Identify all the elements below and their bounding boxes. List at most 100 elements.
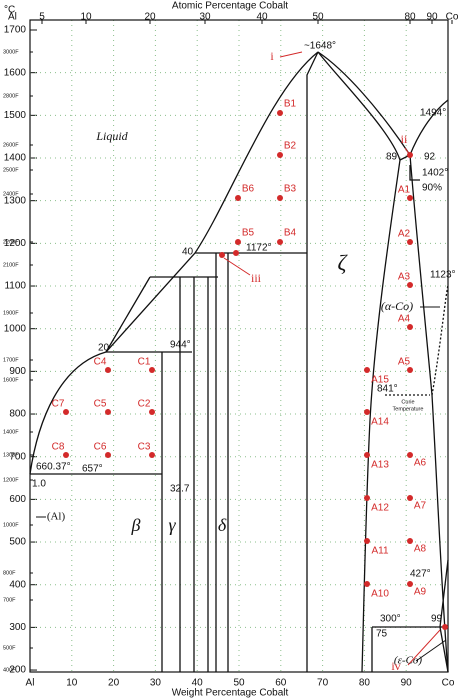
phase-label: (ε-Co): [394, 655, 422, 667]
composition-label: 92: [424, 152, 436, 163]
curie-label: Curie: [401, 399, 414, 405]
point-label: B6: [242, 184, 255, 195]
composition-label: 89: [386, 152, 398, 163]
point-label: C7: [52, 399, 65, 410]
f-tick-label: 1900F: [3, 310, 19, 316]
left-tick-label: 200: [9, 665, 26, 676]
temperature-label: 944°: [170, 340, 191, 351]
point-label: A12: [371, 503, 389, 514]
marker-dot: [233, 250, 239, 256]
point-label: B2: [284, 141, 297, 152]
marker-label: iii: [251, 271, 262, 285]
left-tick-label: 600: [9, 494, 26, 505]
point-label: C2: [138, 399, 151, 410]
f-tick-label: 3000F: [3, 49, 19, 55]
top-tick-label: 90: [426, 12, 438, 23]
bottom-tick-label: 80: [359, 678, 371, 689]
top-tick-label: 40: [256, 12, 268, 23]
point-label: C4: [94, 357, 107, 368]
top-tick-label: Co: [446, 12, 459, 23]
composition-label: 99: [431, 614, 443, 625]
top-tick-label: 80: [404, 12, 416, 23]
sample-point: [364, 581, 370, 587]
left-tick-label: 1700: [4, 25, 27, 36]
temperature-label: 1172°: [246, 243, 272, 254]
point-label: C8: [52, 442, 65, 453]
point-label: A14: [371, 417, 389, 428]
sample-point: [407, 367, 413, 373]
bottom-tick-label: 70: [317, 678, 329, 689]
phase-label: (Al): [47, 511, 66, 523]
sample-point: [63, 409, 69, 415]
sample-point: [277, 195, 283, 201]
bottom-tick-label: 20: [108, 678, 120, 689]
left-tick-label: 500: [9, 537, 26, 548]
sample-point: [105, 409, 111, 415]
point-label: A8: [414, 544, 427, 555]
bottom-tick-label: Co: [442, 678, 455, 689]
temperature-label: 1123°: [430, 270, 456, 281]
f-tick-label: 1000F: [3, 522, 19, 528]
zeta-right: [317, 51, 401, 673]
left-tick-label: 400: [9, 579, 26, 590]
sample-point: [407, 581, 413, 587]
point-label: C5: [94, 399, 107, 410]
f-tick-label: 2200F: [3, 239, 19, 245]
f-tick-label: 2600F: [3, 142, 19, 148]
top-tick-label: 10: [80, 12, 92, 23]
labels: °C Atomic Percentage Cobalt Weight Percent…: [3, 1, 459, 699]
f-tick-label: 1400F: [3, 429, 19, 435]
sample-point: [407, 239, 413, 245]
bottom-tick-label: 60: [275, 678, 287, 689]
left-tick-label: 1000: [4, 323, 27, 334]
point-label: A9: [414, 587, 427, 598]
left-tick-label: 1100: [4, 281, 26, 292]
left-tick-label: 300: [9, 622, 26, 633]
temperature-label: 427°: [410, 569, 431, 580]
marker-label: iv: [391, 659, 400, 673]
sample-point: [149, 409, 155, 415]
point-label: C1: [138, 357, 151, 368]
bottom-tick-label: 10: [66, 678, 78, 689]
liquidus-right: [317, 51, 449, 157]
point-label: A6: [414, 458, 427, 469]
left-tick-label: 800: [9, 409, 26, 420]
f-tick-label: 1200F: [3, 477, 19, 483]
top-tick-label: 30: [199, 12, 211, 23]
f-tick-label: 2100F: [3, 262, 19, 268]
top-tick-label: 50: [312, 12, 324, 23]
sample-point: [364, 367, 370, 373]
marker-dot: [407, 152, 413, 158]
left-tick-label: 1400: [4, 153, 27, 164]
intermetallic-lines: [105, 253, 229, 672]
sample-point: [235, 195, 241, 201]
left-tick-label: 900: [9, 366, 26, 377]
top-tick-label: Al: [8, 12, 17, 23]
curie-line: [385, 284, 449, 396]
sample-point: [364, 495, 370, 501]
composition-label: 75: [376, 629, 388, 640]
top-tick-label: 20: [144, 12, 156, 23]
sample-point: [63, 452, 69, 458]
f-tick-label: 700F: [3, 597, 16, 603]
point-label: C3: [138, 442, 151, 453]
liquidus-left: [29, 51, 319, 475]
point-label: C6: [94, 442, 107, 453]
arrow-i: [279, 51, 303, 58]
bottom-tick-label: 40: [192, 678, 204, 689]
composition-label: 90%: [422, 183, 442, 194]
marker-label: ii: [401, 132, 408, 146]
point-label: A7: [414, 501, 427, 512]
point-label: A5: [398, 357, 411, 368]
sample-point: [407, 282, 413, 288]
eutectoid-300: [371, 559, 449, 673]
top-tick-label: 5: [39, 12, 45, 23]
sample-point: [407, 195, 413, 201]
sample-point: [235, 239, 241, 245]
bottom-axis-title: Weight Percentage Cobalt: [172, 688, 289, 699]
left-tick-label: 1200: [4, 238, 27, 249]
composition-label: 32.7: [170, 484, 190, 495]
arrow-phase: [36, 306, 447, 662]
f-tick-label: 1600F: [3, 377, 19, 383]
